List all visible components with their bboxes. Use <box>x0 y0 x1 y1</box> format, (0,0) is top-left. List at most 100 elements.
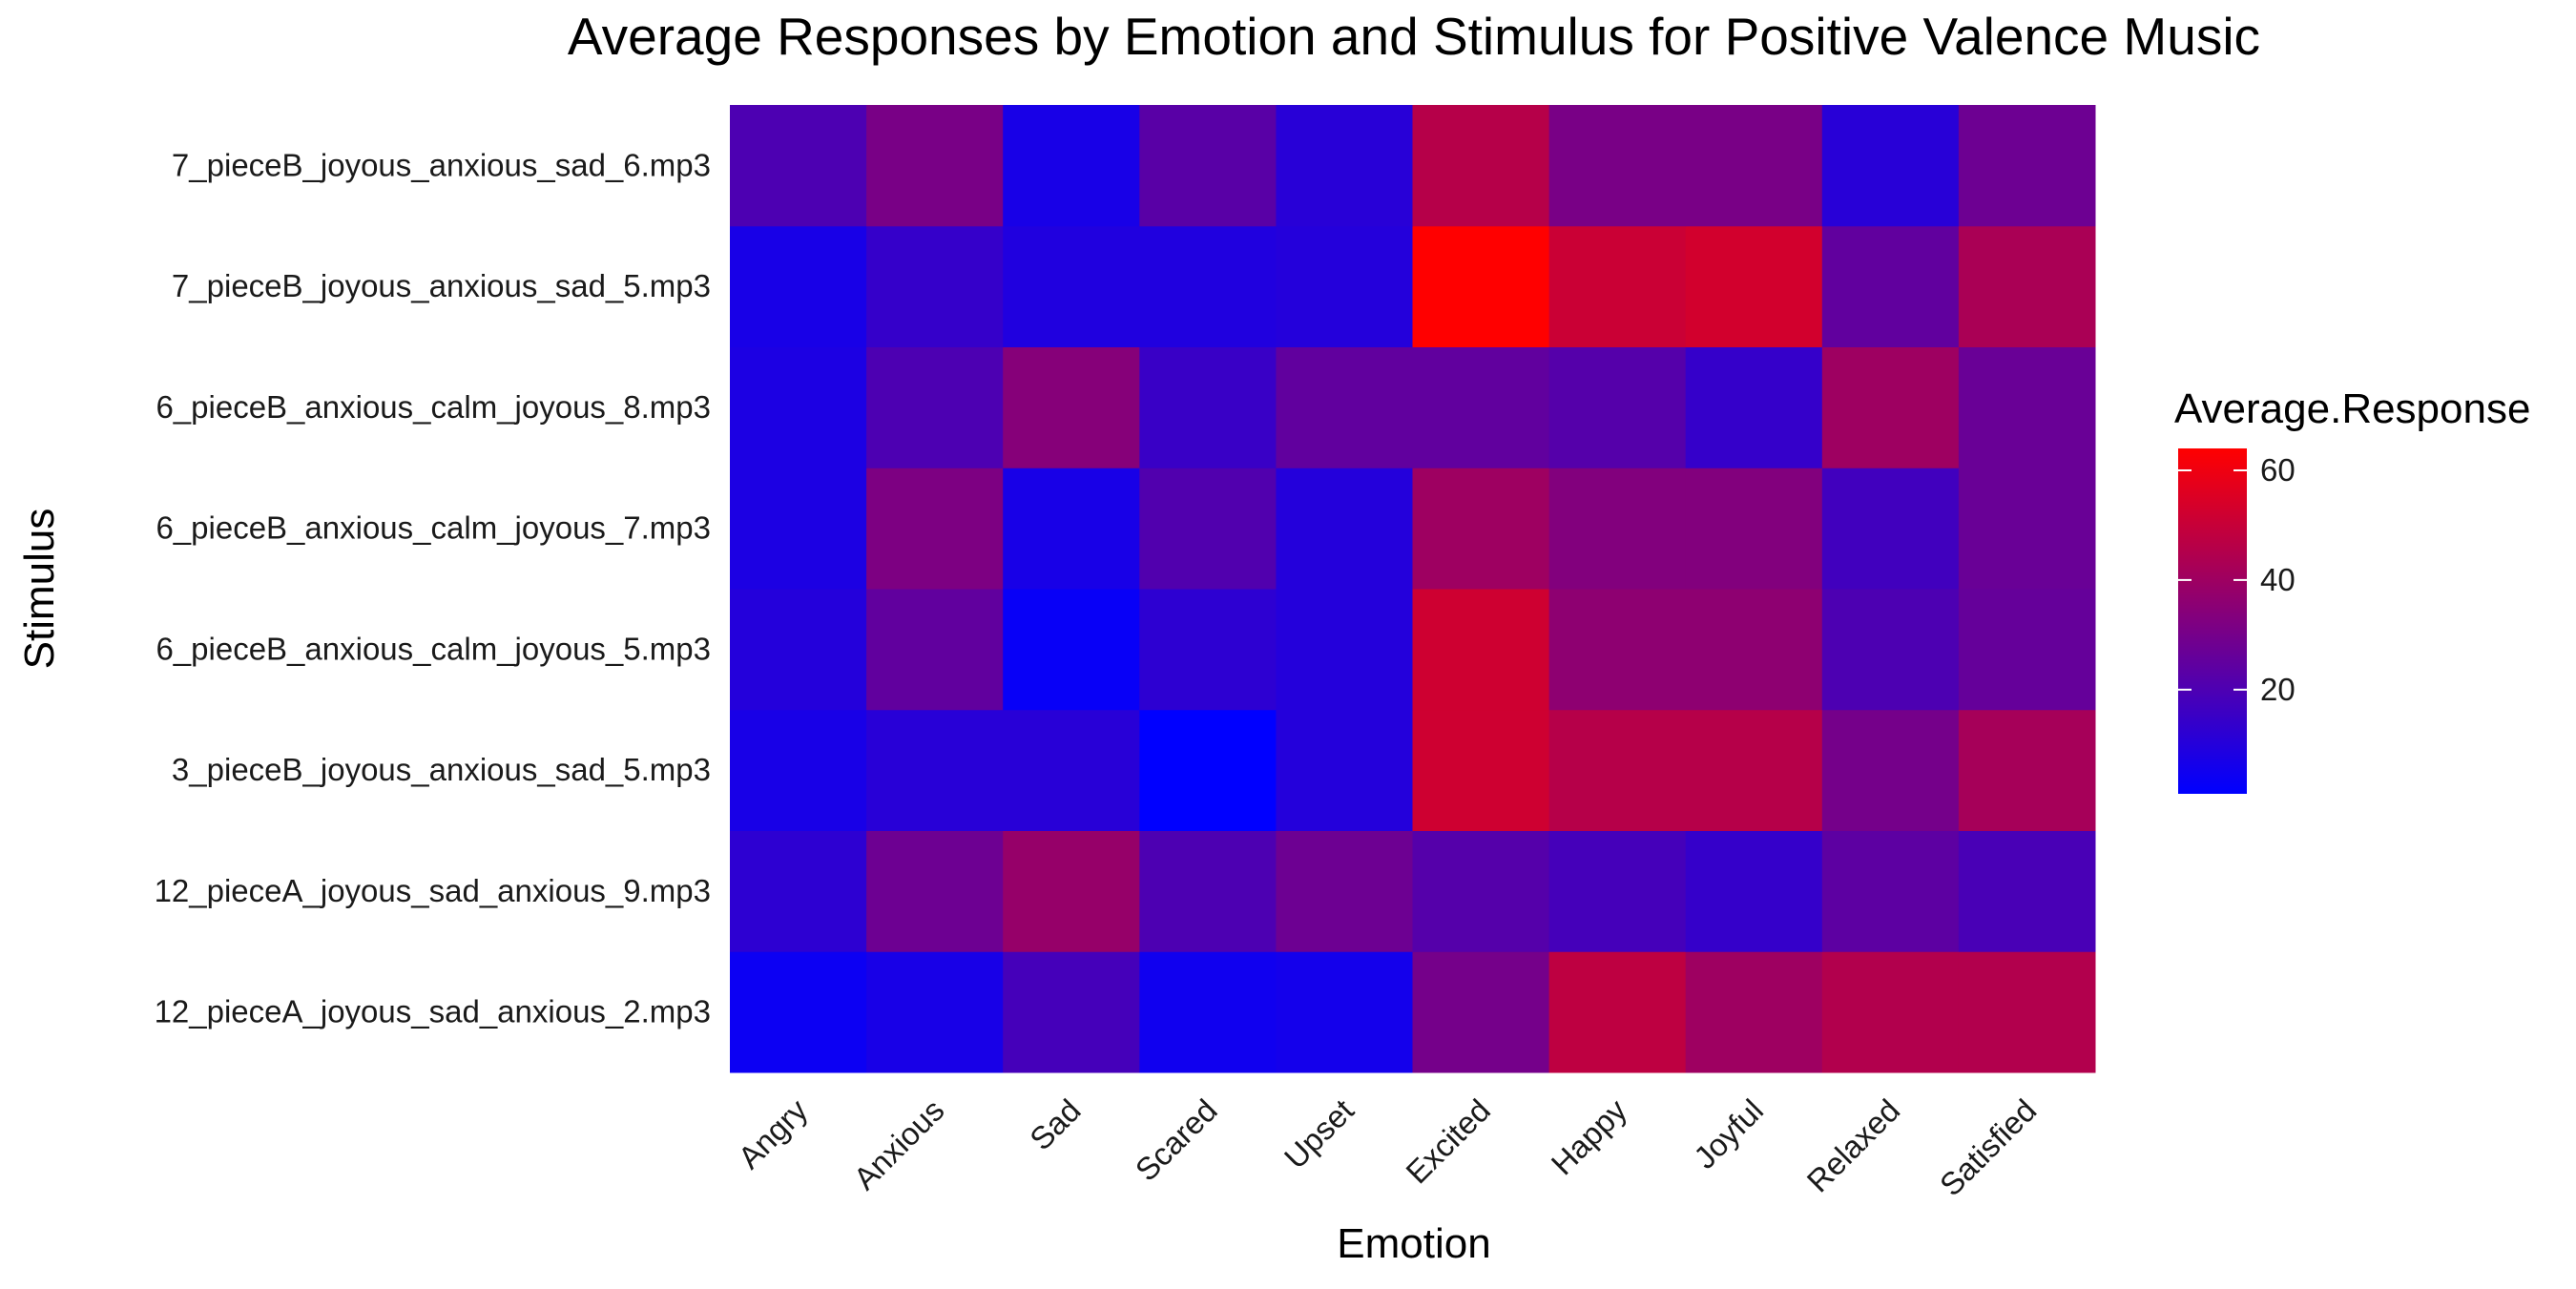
heatmap-cell: 6_pieceB_anxious_calm_joyous_7.mp3 / Sca… <box>1139 468 1277 590</box>
heatmap-cell: 3_pieceB_joyous_anxious_sad_5.mp3 / Sati… <box>1958 709 2096 831</box>
heatmap-cell: 3_pieceB_joyous_anxious_sad_5.mp3 / Happ… <box>1548 709 1687 831</box>
heatmap-cell: 12_pieceA_joyous_sad_anxious_2.mp3 / Joy… <box>1685 951 1823 1073</box>
heatmap-cell: 7_pieceB_joyous_anxious_sad_5.mp3 / Rela… <box>1821 225 1960 347</box>
heatmap-cell: 7_pieceB_joyous_anxious_sad_6.mp3 / Sad:… <box>1003 105 1140 227</box>
y-tick-label: 12_pieceA_joyous_sad_anxious_2.mp3 <box>155 994 711 1029</box>
heatmap-cell: 6_pieceB_anxious_calm_joyous_8.mp3 / Ang… <box>730 346 867 468</box>
heatmap-cell: 12_pieceA_joyous_sad_anxious_2.mp3 / Exc… <box>1412 951 1550 1073</box>
x-tick-labels: Angry Anxious Sad Scared Upset Excited Happy Jo… <box>731 1091 2043 1202</box>
y-tick-label: 7_pieceB_joyous_anxious_sad_5.mp3 <box>172 268 711 303</box>
x-tick-label: Angry <box>731 1091 814 1175</box>
heatmap-cell: 6_pieceB_anxious_calm_joyous_5.mp3 / Joy… <box>1685 589 1823 711</box>
heatmap-cell: 7_pieceB_joyous_anxious_sad_5.mp3 / Joyf… <box>1685 225 1823 347</box>
heatmap-cell: 6_pieceB_anxious_calm_joyous_8.mp3 / Exc… <box>1412 346 1550 468</box>
heatmap-cell: 6_pieceB_anxious_calm_joyous_7.mp3 / Sat… <box>1958 468 2096 590</box>
y-tick-label: 6_pieceB_anxious_calm_joyous_8.mp3 <box>156 389 711 425</box>
heatmap-cell: 12_pieceA_joyous_sad_anxious_2.mp3 / Sca… <box>1139 951 1277 1073</box>
heatmap-cell: 12_pieceA_joyous_sad_anxious_9.mp3 / Ang… <box>730 830 867 952</box>
heatmap-cell: 7_pieceB_joyous_anxious_sad_6.mp3 / Joyf… <box>1685 105 1823 227</box>
legend-tick-label: 60 <box>2260 452 2296 488</box>
y-tick-label: 6_pieceB_anxious_calm_joyous_7.mp3 <box>156 510 711 546</box>
heatmap-cell: 7_pieceB_joyous_anxious_sad_5.mp3 / Angr… <box>730 225 867 347</box>
heatmap-cell: 12_pieceA_joyous_sad_anxious_9.mp3 / Sat… <box>1958 830 2096 952</box>
heatmap-cell: 6_pieceB_anxious_calm_joyous_8.mp3 / Joy… <box>1685 346 1823 468</box>
heatmap-cell: 12_pieceA_joyous_sad_anxious_2.mp3 / Hap… <box>1548 951 1687 1073</box>
x-tick-label: Scared <box>1129 1092 1224 1188</box>
heatmap-cell: 3_pieceB_joyous_anxious_sad_5.mp3 / Upse… <box>1276 709 1413 831</box>
heatmap-cell: 6_pieceB_anxious_calm_joyous_5.mp3 / Hap… <box>1548 589 1687 711</box>
heatmap-cells: 12_pieceA_joyous_sad_anxious_2.mp3 / Ang… <box>730 105 2096 1073</box>
heatmap-cell: 3_pieceB_joyous_anxious_sad_5.mp3 / Angr… <box>730 709 867 831</box>
heatmap-cell: 7_pieceB_joyous_anxious_sad_6.mp3 / Anxi… <box>866 105 1004 227</box>
heatmap-cell: 7_pieceB_joyous_anxious_sad_5.mp3 / Sad:… <box>1003 225 1140 347</box>
y-tick-label: 7_pieceB_joyous_anxious_sad_6.mp3 <box>172 147 711 182</box>
heatmap-cell: 6_pieceB_anxious_calm_joyous_8.mp3 / Sat… <box>1958 346 2096 468</box>
x-tick-label: Relaxed <box>1800 1092 1907 1199</box>
legend-colorbar <box>2178 448 2247 794</box>
heatmap-cell: 12_pieceA_joyous_sad_anxious_9.mp3 / Exc… <box>1412 830 1550 952</box>
heatmap-cell: 12_pieceA_joyous_sad_anxious_9.mp3 / Rel… <box>1821 830 1960 952</box>
heatmap-cell: 7_pieceB_joyous_anxious_sad_6.mp3 / Exci… <box>1412 105 1550 227</box>
legend-tick-label: 40 <box>2260 562 2296 597</box>
heatmap-cell: 6_pieceB_anxious_calm_joyous_5.mp3 / Sad… <box>1003 589 1140 711</box>
x-tick-label: Anxious <box>846 1092 950 1196</box>
heatmap-cell: 7_pieceB_joyous_anxious_sad_6.mp3 / Sati… <box>1958 105 2096 227</box>
heatmap-cell: 7_pieceB_joyous_anxious_sad_5.mp3 / Sati… <box>1958 225 2096 347</box>
heatmap-cell: 3_pieceB_joyous_anxious_sad_5.mp3 / Scar… <box>1139 709 1277 831</box>
x-tick-label: Upset <box>1278 1092 1361 1175</box>
heatmap-cell: 3_pieceB_joyous_anxious_sad_5.mp3 / Joyf… <box>1685 709 1823 831</box>
heatmap-cell: 12_pieceA_joyous_sad_anxious_9.mp3 / Anx… <box>866 830 1004 952</box>
x-tick-label: Joyful <box>1687 1092 1770 1175</box>
heatmap-cell: 6_pieceB_anxious_calm_joyous_5.mp3 / Anx… <box>866 589 1004 711</box>
heatmap-cell: 7_pieceB_joyous_anxious_sad_5.mp3 / Scar… <box>1139 225 1277 347</box>
heatmap-cell: 7_pieceB_joyous_anxious_sad_5.mp3 / Anxi… <box>866 225 1004 347</box>
heatmap-cell: 6_pieceB_anxious_calm_joyous_8.mp3 / Sad… <box>1003 346 1140 468</box>
heatmap-cell: 12_pieceA_joyous_sad_anxious_9.mp3 / Sca… <box>1139 830 1277 952</box>
heatmap-cell: 7_pieceB_joyous_anxious_sad_6.mp3 / Happ… <box>1548 105 1687 227</box>
heatmap-cell: 6_pieceB_anxious_calm_joyous_7.mp3 / Rel… <box>1821 468 1960 590</box>
heatmap-cell: 12_pieceA_joyous_sad_anxious_2.mp3 / Ang… <box>730 951 867 1073</box>
heatmap-cell: 7_pieceB_joyous_anxious_sad_6.mp3 / Upse… <box>1276 105 1413 227</box>
y-tick-labels: 12_pieceA_joyous_sad_anxious_2.mp3 12_pie… <box>155 147 711 1029</box>
legend-title: Average.Response <box>2174 385 2530 432</box>
x-tick-label: Happy <box>1544 1091 1633 1181</box>
heatmap-cell: 6_pieceB_anxious_calm_joyous_5.mp3 / Ang… <box>730 589 867 711</box>
heatmap-cell: 12_pieceA_joyous_sad_anxious_2.mp3 / Anx… <box>866 951 1004 1073</box>
heatmap-cell: 6_pieceB_anxious_calm_joyous_8.mp3 / Sca… <box>1139 346 1277 468</box>
heatmap-cell: 12_pieceA_joyous_sad_anxious_9.mp3 / Sad… <box>1003 830 1140 952</box>
y-tick-label: 6_pieceB_anxious_calm_joyous_5.mp3 <box>156 631 711 666</box>
heatmap-cell: 7_pieceB_joyous_anxious_sad_6.mp3 / Angr… <box>730 105 867 227</box>
heatmap-cell: 6_pieceB_anxious_calm_joyous_7.mp3 / Hap… <box>1548 468 1687 590</box>
heatmap-cell: 3_pieceB_joyous_anxious_sad_5.mp3 / Sad:… <box>1003 709 1140 831</box>
heatmap-cell: 6_pieceB_anxious_calm_joyous_7.mp3 / Joy… <box>1685 468 1823 590</box>
heatmap-cell: 6_pieceB_anxious_calm_joyous_7.mp3 / Ups… <box>1276 468 1413 590</box>
heatmap-cell: 12_pieceA_joyous_sad_anxious_2.mp3 / Rel… <box>1821 951 1960 1073</box>
legend: Average.Response 20 40 60 <box>2174 385 2530 794</box>
heatmap-cell: 12_pieceA_joyous_sad_anxious_2.mp3 / Sat… <box>1958 951 2096 1073</box>
legend-tick-label: 20 <box>2260 672 2296 707</box>
heatmap-cell: 6_pieceB_anxious_calm_joyous_5.mp3 / Sat… <box>1958 589 2096 711</box>
y-tick-label: 12_pieceA_joyous_sad_anxious_9.mp3 <box>155 873 711 908</box>
heatmap-cell: 6_pieceB_anxious_calm_joyous_8.mp3 / Anx… <box>866 346 1004 468</box>
heatmap-cell: 6_pieceB_anxious_calm_joyous_7.mp3 / Sad… <box>1003 468 1140 590</box>
heatmap-cell: 6_pieceB_anxious_calm_joyous_8.mp3 / Hap… <box>1548 346 1687 468</box>
heatmap-cell: 7_pieceB_joyous_anxious_sad_6.mp3 / Rela… <box>1821 105 1960 227</box>
heatmap-cell: 12_pieceA_joyous_sad_anxious_2.mp3 / Ups… <box>1276 951 1413 1073</box>
heatmap-cell: 3_pieceB_joyous_anxious_sad_5.mp3 / Anxi… <box>866 709 1004 831</box>
heatmap-cell: 6_pieceB_anxious_calm_joyous_5.mp3 / Rel… <box>1821 589 1960 711</box>
chart-title: Average Responses by Emotion and Stimulu… <box>568 7 2260 66</box>
heatmap-cell: 3_pieceB_joyous_anxious_sad_5.mp3 / Exci… <box>1412 709 1550 831</box>
heatmap-cell: 7_pieceB_joyous_anxious_sad_5.mp3 / Exci… <box>1412 225 1550 347</box>
y-tick-label: 3_pieceB_joyous_anxious_sad_5.mp3 <box>172 752 711 787</box>
heatmap-cell: 6_pieceB_anxious_calm_joyous_5.mp3 / Sca… <box>1139 589 1277 711</box>
heatmap-cell: 12_pieceA_joyous_sad_anxious_9.mp3 / Joy… <box>1685 830 1823 952</box>
heatmap-cell: 6_pieceB_anxious_calm_joyous_5.mp3 / Exc… <box>1412 589 1550 711</box>
heatmap-cell: 3_pieceB_joyous_anxious_sad_5.mp3 / Rela… <box>1821 709 1960 831</box>
heatmap-cell: 6_pieceB_anxious_calm_joyous_8.mp3 / Rel… <box>1821 346 1960 468</box>
heatmap-cell: 6_pieceB_anxious_calm_joyous_7.mp3 / Ang… <box>730 468 867 590</box>
heatmap-cell: 12_pieceA_joyous_sad_anxious_2.mp3 / Sad… <box>1003 951 1140 1073</box>
y-axis-title: Stimulus <box>16 509 63 670</box>
heatmap-cell: 7_pieceB_joyous_anxious_sad_6.mp3 / Scar… <box>1139 105 1277 227</box>
x-tick-label: Satisfied <box>1933 1092 2044 1203</box>
